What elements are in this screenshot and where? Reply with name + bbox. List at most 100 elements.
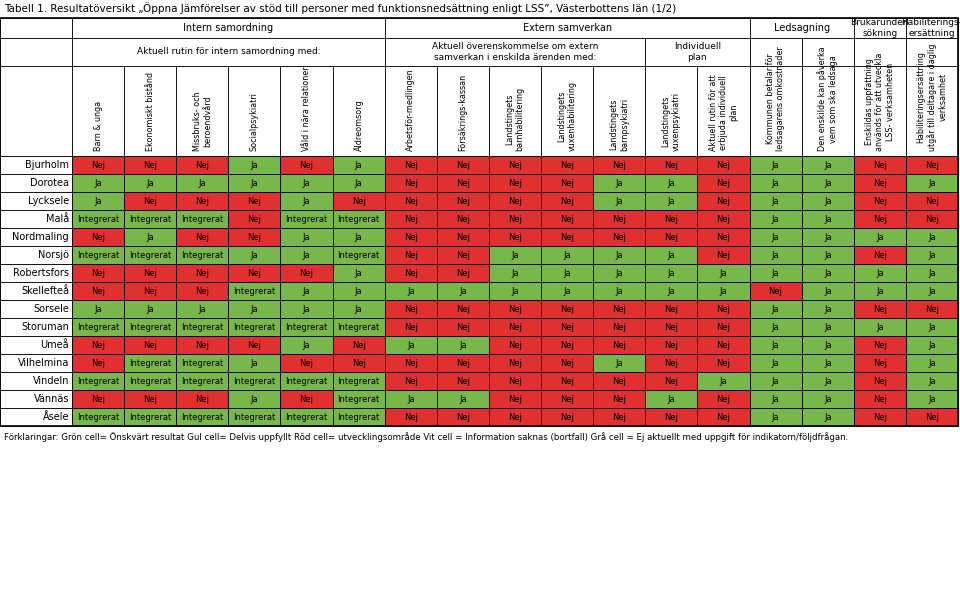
Text: Nej: Nej: [560, 341, 574, 349]
Bar: [437, 354, 489, 372]
Text: Nej: Nej: [456, 376, 469, 386]
Text: Ja: Ja: [511, 287, 518, 295]
Bar: [853, 318, 906, 336]
Text: Ja: Ja: [824, 287, 831, 295]
Bar: [385, 66, 437, 156]
Bar: [541, 174, 593, 192]
Text: Kommunen betalar för
ledsagarens omkostnader: Kommunen betalar för ledsagarens omkostn…: [766, 46, 785, 151]
Text: Ledsagning: Ledsagning: [774, 23, 829, 33]
Bar: [228, 282, 280, 300]
Bar: [697, 192, 750, 210]
Text: Ja: Ja: [251, 251, 258, 260]
Bar: [645, 300, 697, 318]
Text: Nej: Nej: [612, 214, 626, 223]
Text: Nej: Nej: [143, 160, 157, 169]
Bar: [906, 336, 958, 354]
Bar: [593, 174, 645, 192]
Bar: [750, 228, 802, 246]
Bar: [802, 210, 853, 228]
Text: Ja: Ja: [199, 305, 206, 314]
Bar: [593, 354, 645, 372]
Bar: [645, 156, 697, 174]
Bar: [177, 210, 228, 228]
Bar: [593, 66, 645, 156]
Text: Nej: Nej: [873, 214, 887, 223]
Bar: [802, 192, 853, 210]
Bar: [72, 300, 124, 318]
Bar: [697, 282, 750, 300]
Text: Nej: Nej: [560, 196, 574, 206]
Bar: [906, 264, 958, 282]
Text: Ja: Ja: [772, 413, 780, 421]
Text: Nej: Nej: [612, 305, 626, 314]
Bar: [385, 354, 437, 372]
Bar: [802, 390, 853, 408]
Bar: [593, 156, 645, 174]
Bar: [750, 318, 802, 336]
Text: Ja: Ja: [720, 376, 728, 386]
Bar: [0, 66, 72, 156]
Text: Ja: Ja: [876, 268, 883, 278]
Text: Integrerat: Integrerat: [233, 376, 276, 386]
Bar: [72, 336, 124, 354]
Bar: [385, 38, 645, 66]
Text: Nej: Nej: [300, 268, 314, 278]
Text: Nej: Nej: [351, 359, 366, 368]
Text: Ja: Ja: [824, 413, 831, 421]
Bar: [541, 354, 593, 372]
Text: Ja: Ja: [772, 251, 780, 260]
Text: Nej: Nej: [404, 160, 418, 169]
Text: Nej: Nej: [664, 160, 679, 169]
Bar: [645, 192, 697, 210]
Bar: [332, 66, 385, 156]
Bar: [853, 336, 906, 354]
Text: Ja: Ja: [511, 251, 518, 260]
Text: Ja: Ja: [772, 196, 780, 206]
Text: Nej: Nej: [248, 341, 261, 349]
Bar: [750, 282, 802, 300]
Bar: [177, 228, 228, 246]
Text: Nej: Nej: [404, 322, 418, 332]
Bar: [385, 192, 437, 210]
Text: Ja: Ja: [564, 268, 571, 278]
Text: Våld i nära relationer: Våld i nära relationer: [302, 66, 311, 151]
Text: Nej: Nej: [248, 233, 261, 241]
Text: Nej: Nej: [560, 233, 574, 241]
Bar: [280, 210, 332, 228]
Bar: [72, 264, 124, 282]
Bar: [853, 192, 906, 210]
Text: Ja: Ja: [772, 322, 780, 332]
Bar: [541, 336, 593, 354]
Text: Ja: Ja: [459, 287, 467, 295]
Bar: [541, 408, 593, 426]
Text: Integrerat: Integrerat: [129, 359, 171, 368]
Text: Nej: Nej: [143, 196, 157, 206]
Bar: [750, 18, 853, 38]
Bar: [593, 390, 645, 408]
Bar: [280, 390, 332, 408]
Bar: [72, 372, 124, 390]
Bar: [906, 354, 958, 372]
Text: Vindeln: Vindeln: [33, 376, 69, 386]
Text: Nej: Nej: [404, 233, 418, 241]
Text: Ja: Ja: [772, 233, 780, 241]
Text: Nej: Nej: [91, 268, 105, 278]
Text: Nej: Nej: [716, 359, 731, 368]
Text: Integrerat: Integrerat: [77, 251, 119, 260]
Text: Enskildas uppfattning
används för att utveckla
LSS- verksamheten: Enskildas uppfattning används för att ut…: [865, 53, 895, 151]
Bar: [541, 210, 593, 228]
Bar: [72, 210, 124, 228]
Text: Nej: Nej: [508, 359, 522, 368]
Bar: [228, 372, 280, 390]
Text: Landstingets
barnpsykiatri: Landstingets barnpsykiatri: [610, 98, 629, 151]
Text: Ja: Ja: [772, 160, 780, 169]
Bar: [124, 192, 177, 210]
Bar: [0, 318, 72, 336]
Text: Nej: Nej: [91, 160, 105, 169]
Bar: [437, 228, 489, 246]
Text: Nej: Nej: [456, 322, 469, 332]
Bar: [228, 390, 280, 408]
Bar: [906, 408, 958, 426]
Text: Nej: Nej: [456, 179, 469, 187]
Bar: [645, 336, 697, 354]
